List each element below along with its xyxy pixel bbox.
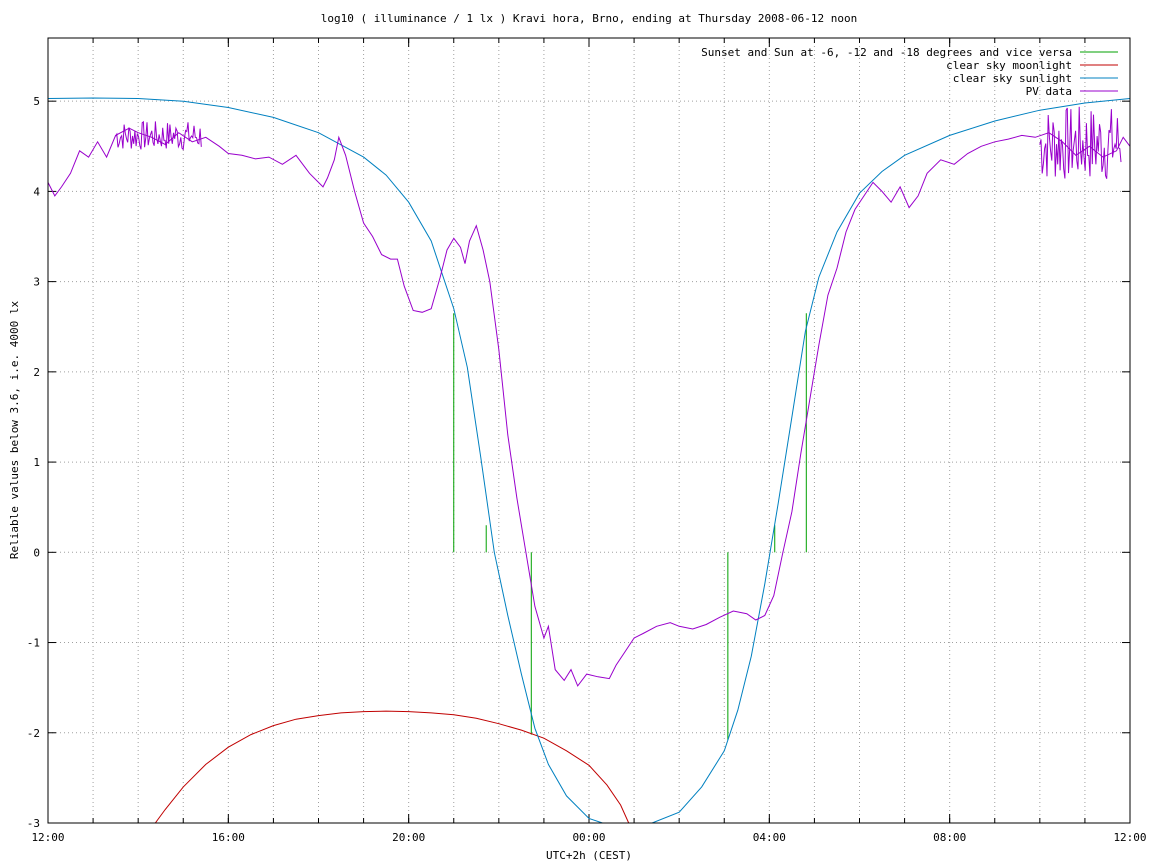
legend: Sunset and Sun at -6, -12 and -18 degree… [701,46,1118,98]
tick-label-x: 20:00 [392,831,425,844]
tick-label-y: -2 [27,727,40,740]
grid [48,38,1130,823]
series [48,97,1130,823]
tick-label-y: 5 [33,95,40,108]
tick-label-x: 12:00 [31,831,64,844]
tick-label-y: 4 [33,185,40,198]
tick-label-y: 1 [33,456,40,469]
legend-label: clear sky moonlight [946,59,1072,72]
legend-label: PV data [1026,85,1072,98]
tick-label-x: 08:00 [933,831,966,844]
tick-label-x: 12:00 [1113,831,1146,844]
tick-label-x: 04:00 [753,831,786,844]
y-axis-label: Reliable values below 3.6, i.e. 4000 lx [8,300,21,559]
chart-title: log10 ( illuminance / 1 lx ) Kravi hora,… [321,12,857,25]
tick-label-y: 3 [33,276,40,289]
series-clear-sky-moonlight-line [154,710,630,823]
tick-label-y: 2 [33,366,40,379]
legend-label: clear sky sunlight [953,72,1072,85]
tick-label-y: 0 [33,546,40,559]
series-clear-sky-sunlight-line [48,97,603,823]
tick-label-y: -3 [27,817,40,830]
axis-ticks: -3 -2 -1 0 1 2 3 4 5 12:00 16:00 20:00 00:00 04:00 08:… [27,38,1147,844]
series-pv-data-noise [1039,106,1122,179]
series-clear-sky-sunlight-morning-line [651,98,1130,823]
series-pv-data-line [48,127,1130,687]
tick-label-x: 16:00 [212,831,245,844]
x-axis-label: UTC+2h (CEST) [546,849,632,862]
plot-frame [47,37,1131,824]
tick-label-x: 00:00 [572,831,605,844]
tick-label-y: -1 [27,637,40,650]
series-pv-data-noise [115,120,202,151]
legend-label: Sunset and Sun at -6, -12 and -18 degree… [701,46,1072,59]
